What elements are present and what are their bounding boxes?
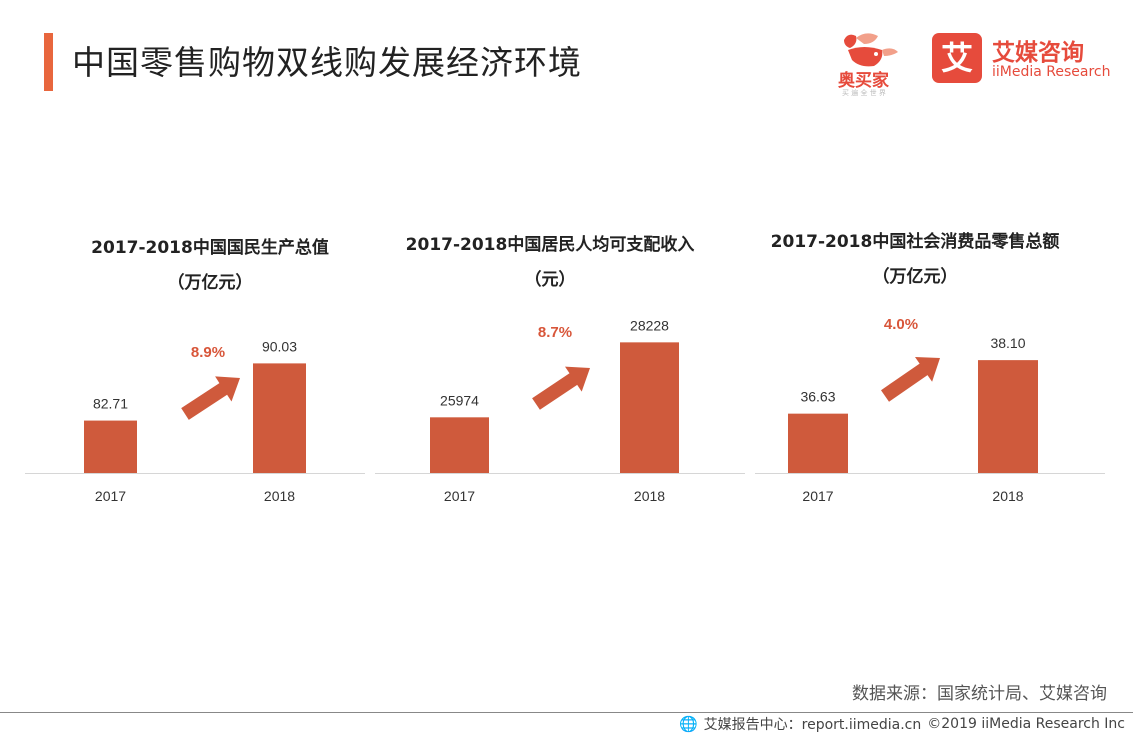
- chart-1-bar-2018: [253, 363, 306, 473]
- chart-3-growth-rate: 4.0%: [884, 316, 918, 333]
- chart-3-bar-2017: [788, 413, 848, 473]
- chart-2-bar-2017: [430, 417, 489, 473]
- chart-1-bar-2017: [84, 420, 137, 473]
- chart-3-title-line: 2017-2018中国社会消费品零售总额: [770, 232, 1060, 252]
- chart-1-value-label-2018: 90.03: [262, 338, 297, 354]
- chart-3-growth-arrow-icon: [881, 357, 940, 402]
- chart-2-tick-label-2018: 2018: [634, 488, 665, 504]
- chart-1-tick-label-2018: 2018: [264, 488, 295, 504]
- iimedia-cn-name: 艾媒咨询: [992, 40, 1084, 66]
- footer-divider: [0, 712, 1133, 713]
- chart-1-title-line: 2017-2018中国国民生产总值: [91, 238, 329, 258]
- chart-1-growth-rate: 8.9%: [191, 344, 225, 361]
- chart-2-growth-rate: 8.7%: [538, 324, 572, 341]
- chart-3-value-label-2018: 38.10: [990, 335, 1025, 351]
- aomaijia-name: 奥买家: [838, 71, 889, 91]
- chart-3-bar-2018: [978, 360, 1038, 473]
- chart-2-value-label-2018: 28228: [630, 317, 669, 333]
- chart-3-unit: （万亿元）: [872, 267, 958, 287]
- footer: 🌐 艾媒报告中心：report.iimedia.cn ©2019 iiMedia…: [679, 714, 1125, 734]
- iimedia-logo: 艾 艾媒咨询 iiMedia Research: [932, 33, 1122, 85]
- iimedia-mark: 艾: [932, 33, 982, 83]
- chart-1-title: 2017-2018中国国民生产总值 （万亿元）: [40, 231, 380, 301]
- chart-2-bar-2018: [620, 342, 679, 473]
- page-title: 中国零售购物双线购发展经济环境: [72, 43, 582, 82]
- chart-1-growth-arrow-icon: [181, 376, 240, 420]
- chart-3-tick-label-2017: 2017: [802, 488, 833, 504]
- data-source: 数据来源：国家统计局、艾媒咨询: [852, 684, 1107, 704]
- chart-1-unit: （万亿元）: [167, 273, 253, 293]
- chart-2-tick-label-2017: 2017: [444, 488, 475, 504]
- chart-3-value-label-2017: 36.63: [800, 389, 835, 405]
- chart-1-value-label-2017: 82.71: [93, 396, 128, 412]
- aomaijia-tagline: 买 遍 全 世 界: [842, 89, 886, 97]
- aomaijia-logo: 奥买家 买 遍 全 世 界: [834, 30, 906, 98]
- aomaijia-bird-icon: [844, 33, 898, 67]
- chart-3-tick-label-2018: 2018: [992, 488, 1023, 504]
- footer-copyright: ©2019 iiMedia Research Inc: [927, 716, 1125, 732]
- chart-2-title: 2017-2018中国居民人均可支配收入 （元）: [385, 228, 715, 298]
- title-accent-bar: [44, 33, 53, 91]
- footer-report-center: 艾媒报告中心：report.iimedia.cn: [703, 717, 922, 733]
- chart-3-title: 2017-2018中国社会消费品零售总额 （万亿元）: [745, 225, 1085, 295]
- chart-2-title-line: 2017-2018中国居民人均可支配收入: [405, 235, 695, 255]
- chart-2-value-label-2017: 25974: [440, 392, 479, 408]
- globe-icon: 🌐: [678, 715, 698, 733]
- iimedia-en-name: iiMedia Research: [992, 64, 1111, 80]
- chart-2-growth-arrow-icon: [532, 366, 590, 410]
- chart-1-tick-label-2017: 2017: [95, 488, 126, 504]
- chart-2-unit: （元）: [524, 270, 576, 290]
